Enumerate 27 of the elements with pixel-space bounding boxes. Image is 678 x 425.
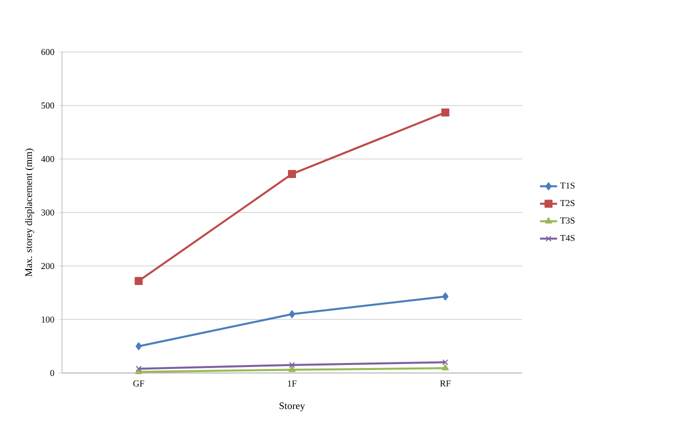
point (288, 366, 296, 372)
y-tick-label: 0 (50, 370, 54, 376)
x-tick-label: RF (440, 380, 451, 386)
x-tick-label: GF (133, 380, 144, 387)
y-tick-label: 100 (42, 316, 54, 323)
point (136, 366, 142, 372)
y-tick-label: 600 (41, 48, 54, 56)
point (134, 276, 143, 285)
legend-label: T3S (560, 217, 575, 224)
point (442, 359, 448, 366)
y-tick-label: 500 (41, 102, 54, 109)
x-tick-label: 1F (288, 380, 296, 386)
legend-label: T2S (560, 200, 575, 206)
point (441, 108, 450, 116)
point (288, 310, 296, 318)
point (442, 292, 448, 300)
y-tick-label: 400 (41, 156, 54, 162)
y-axis-title: Max. storey displacement (mm) (25, 148, 34, 276)
x-axis-title: Storey (280, 402, 306, 412)
point (289, 362, 295, 368)
y-tick-label: 300 (41, 209, 54, 216)
legend-label: T1S (560, 182, 575, 189)
point (136, 342, 142, 350)
point (288, 170, 296, 178)
legend-label: T4S (560, 234, 575, 242)
point (442, 364, 449, 370)
y-tick-label: 200 (41, 262, 54, 270)
